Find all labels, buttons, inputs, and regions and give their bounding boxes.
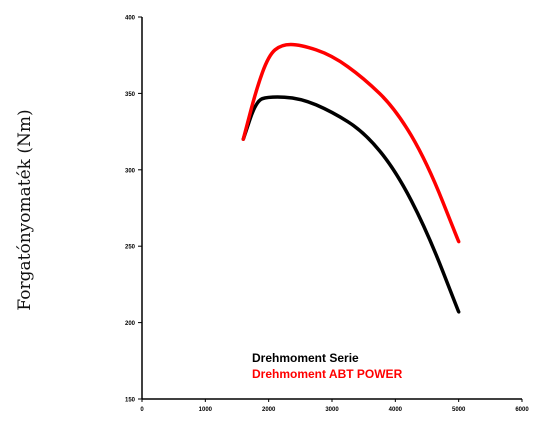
series-line-serie — [241, 95, 461, 314]
x-tick-label: 4000 — [389, 407, 403, 413]
x-tick-label: 2000 — [262, 407, 276, 413]
y-tick-label: 200 — [125, 321, 136, 327]
y-tick-label: 350 — [125, 92, 136, 98]
x-tick-label: 3000 — [325, 407, 339, 413]
y-tick-label: 250 — [125, 245, 136, 251]
x-tick-label: 5000 — [452, 407, 466, 413]
x-tick-label: 6000 — [515, 407, 529, 413]
legend-label-serie: Drehmoment Serie — [252, 351, 359, 365]
y-axis-title-area: Forgatónyomaték (Nm) — [0, 60, 50, 360]
y-axis-title: Forgatónyomaték (Nm) — [15, 109, 35, 311]
y-tick-label: 150 — [125, 398, 136, 404]
x-tick-label: 0 — [140, 407, 144, 413]
x-tick-label: 1000 — [199, 407, 213, 413]
legend-label-abt-power: Drehmoment ABT POWER — [252, 367, 403, 381]
series-line-abt-power — [241, 42, 461, 244]
y-tick-label: 400 — [125, 16, 136, 22]
y-tick-label: 300 — [125, 168, 136, 174]
